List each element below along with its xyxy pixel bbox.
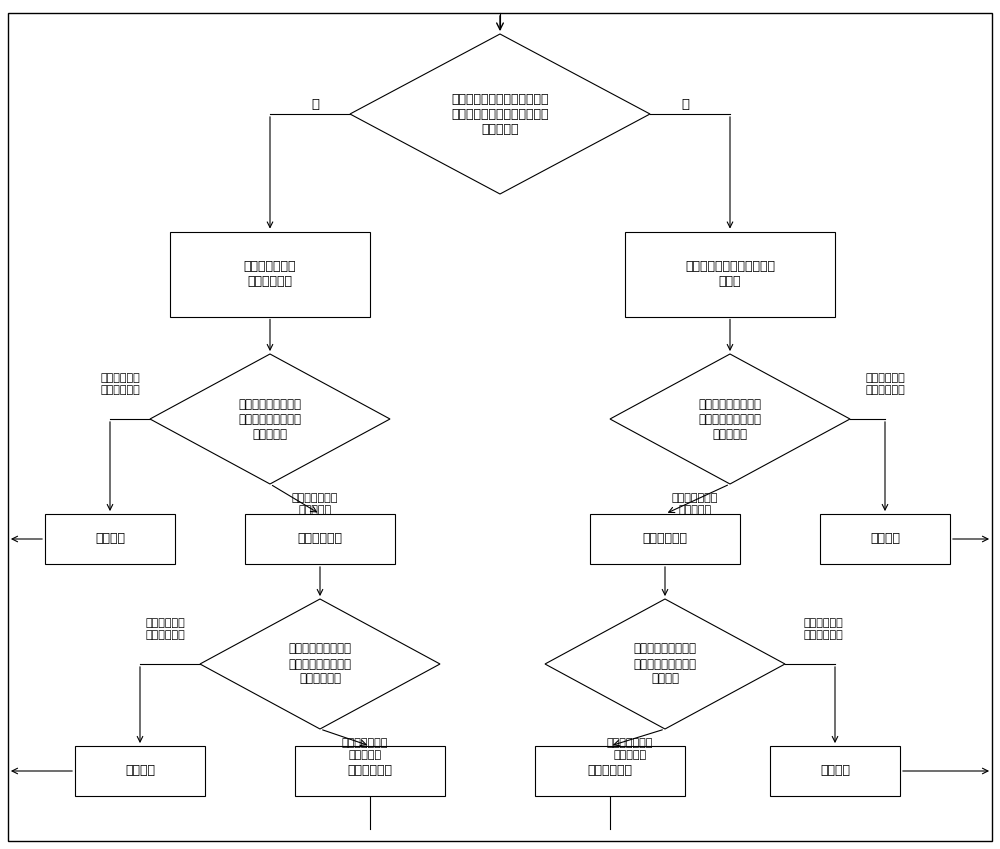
Text: 关闭风扇: 关闭风扇 (95, 532, 125, 546)
Text: 大于风扇开启的
温度阈值时: 大于风扇开启的 温度阈值时 (672, 493, 718, 514)
Text: 关闭空调: 关闭空调 (125, 764, 155, 778)
Text: 关闭空调: 关闭空调 (820, 764, 850, 778)
Bar (770, 746, 900, 796)
Text: 开启空调系统: 开启空调系统 (348, 764, 392, 778)
Text: 小于风扇关闭
的温度阈值时: 小于风扇关闭 的温度阈值时 (865, 374, 905, 395)
Bar (590, 514, 740, 564)
Bar (295, 746, 445, 796)
Polygon shape (150, 354, 390, 484)
Text: 将预估的电池最高温
度值与风扇的温度阈
值进行比较: 将预估的电池最高温 度值与风扇的温度阈 值进行比较 (698, 397, 762, 441)
Text: 判断电流是否大于预设的电流
标定值且环境温度大于预设的
温度标定值: 判断电流是否大于预设的电流 标定值且环境温度大于预设的 温度标定值 (451, 93, 549, 136)
Text: 小于空调关闭
的温度阈值时: 小于空调关闭 的温度阈值时 (145, 618, 185, 640)
Text: 大于空调开启的
温度阈值时: 大于空调开启的 温度阈值时 (607, 738, 653, 760)
Text: 开启风扇系统: 开启风扇系统 (642, 532, 688, 546)
Bar (820, 514, 950, 564)
Polygon shape (200, 599, 440, 729)
Text: 大于空调开启的
温度阈值时: 大于空调开启的 温度阈值时 (342, 738, 388, 760)
Text: 计算当前的电池
的最高温度值: 计算当前的电池 的最高温度值 (244, 260, 296, 288)
Text: 否: 否 (311, 98, 319, 110)
Text: 开启风扇系统: 开启风扇系统 (298, 532, 342, 546)
Bar (625, 232, 835, 317)
Polygon shape (545, 599, 785, 729)
Bar (170, 232, 370, 317)
Text: 关闭风扇: 关闭风扇 (870, 532, 900, 546)
Text: 是: 是 (681, 98, 689, 110)
Text: 大于风扇开启的
温度阈值时: 大于风扇开启的 温度阈值时 (292, 493, 338, 514)
Bar (45, 514, 175, 564)
Text: 小于风扇关闭
的温度阈值时: 小于风扇关闭 的温度阈值时 (100, 374, 140, 395)
Polygon shape (350, 34, 650, 194)
Text: 将当前的电池最高温
度值与风扇的温度阈
值进行比较: 将当前的电池最高温 度值与风扇的温度阈 值进行比较 (239, 397, 302, 441)
Bar (75, 746, 205, 796)
Text: 判断预估的电池最高
温度是否大于开启空
调的温度阈值: 判断预估的电池最高 温度是否大于开启空 调的温度阈值 (288, 643, 352, 685)
Text: 预估预设时间段后电池最高
温度值: 预估预设时间段后电池最高 温度值 (685, 260, 775, 288)
Bar (535, 746, 685, 796)
Text: 将预估电池最高温度
值与空调的温度阈值
进行比较: 将预估电池最高温度 值与空调的温度阈值 进行比较 (634, 643, 696, 685)
Text: 开启空调系统: 开启空调系统 (588, 764, 633, 778)
Text: 小于空调关闭
的温度阈值时: 小于空调关闭 的温度阈值时 (803, 618, 843, 640)
Bar (245, 514, 395, 564)
Polygon shape (610, 354, 850, 484)
